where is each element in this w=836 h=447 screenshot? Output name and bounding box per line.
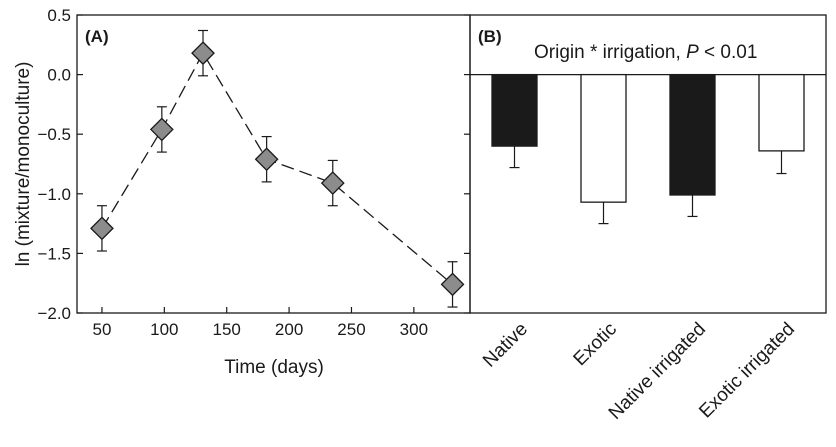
data-point — [90, 216, 114, 241]
category-label: Exotic — [570, 319, 621, 370]
category-label: Native irrigated — [605, 319, 710, 424]
category-label: Exotic irrigated — [695, 319, 799, 423]
bar — [669, 73, 716, 196]
panel-a-y-ticks: −2.0 −1.5 −1.0 −0.5 0.0 0.5 — [37, 6, 83, 323]
panel-b-error-bars — [509, 146, 787, 225]
panel-a-label: (A) — [85, 27, 109, 46]
panel-a-x-ticks: 50 100 150 200 250 300 — [92, 307, 428, 339]
y-tick-label: −2.0 — [37, 304, 71, 323]
x-tick-label: 150 — [213, 320, 241, 339]
y-tick-label: 0.5 — [47, 6, 71, 25]
panel-b-bars — [491, 73, 805, 203]
x-tick-label: 250 — [337, 320, 365, 339]
x-tick-label: 300 — [400, 320, 428, 339]
bar — [580, 73, 627, 203]
data-point — [320, 171, 345, 195]
x-axis-title: Time (days) — [224, 357, 324, 378]
annotation-prefix: Origin * irrigation, — [534, 42, 686, 63]
panel-a-points — [90, 41, 465, 297]
data-point — [440, 272, 465, 297]
category-label: Native — [479, 319, 532, 372]
panel-a: −2.0 −1.5 −1.0 −0.5 0.0 0.5 50 100 150 200 250 300… — [13, 6, 471, 378]
x-tick-label: 100 — [150, 320, 178, 339]
y-tick-label: 0.0 — [47, 66, 71, 85]
x-tick-label: 200 — [275, 320, 303, 339]
data-point — [149, 117, 174, 142]
panel-a-error-bars — [96, 29, 458, 308]
panel-b-frame — [469, 14, 827, 314]
panel-a-series-line — [101, 51, 453, 285]
x-tick-label: 50 — [92, 320, 111, 339]
data-point — [191, 41, 215, 66]
bar — [758, 73, 805, 152]
significance-annotation: Origin * irrigation, P < 0.01 — [534, 42, 757, 63]
panel-b-label: (B) — [478, 27, 502, 46]
y-tick-label: −0.5 — [37, 125, 71, 144]
annotation-suffix: < 0.01 — [699, 42, 758, 63]
annotation-p: P — [686, 42, 699, 63]
y-tick-label: −1.0 — [37, 185, 71, 204]
bar — [491, 73, 538, 147]
y-axis-title: ln (mixture/monoculture) — [13, 62, 34, 267]
y-tick-label: −1.5 — [37, 244, 71, 263]
data-point — [254, 147, 279, 172]
panel-b-y-ticks — [464, 14, 470, 314]
